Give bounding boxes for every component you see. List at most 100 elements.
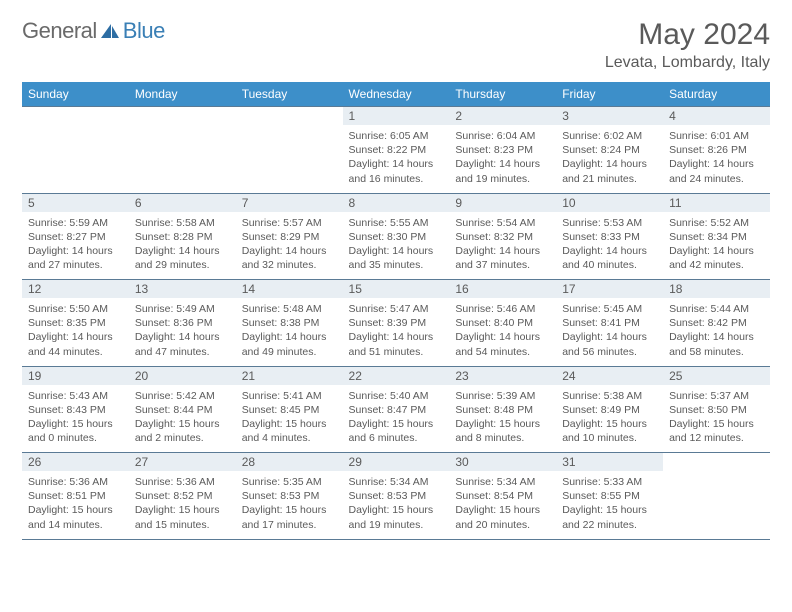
sunset-text: Sunset: 8:22 PM	[349, 143, 444, 157]
day-number-cell: 20	[129, 366, 236, 385]
day-number-row: 262728293031	[22, 453, 770, 472]
daylight-text: Daylight: 15 hours and 0 minutes.	[28, 417, 123, 445]
day-content-cell: Sunrise: 5:46 AMSunset: 8:40 PMDaylight:…	[449, 298, 556, 366]
day-number-cell: 21	[236, 366, 343, 385]
sunrise-text: Sunrise: 5:58 AM	[135, 216, 230, 230]
day-number-cell	[236, 107, 343, 126]
sunset-text: Sunset: 8:30 PM	[349, 230, 444, 244]
day-number-row: 567891011	[22, 193, 770, 212]
day-number-cell: 11	[663, 193, 770, 212]
day-number-cell: 30	[449, 453, 556, 472]
daylight-text: Daylight: 14 hours and 56 minutes.	[562, 330, 657, 358]
logo: General Blue	[22, 18, 165, 44]
day-content-cell: Sunrise: 5:37 AMSunset: 8:50 PMDaylight:…	[663, 385, 770, 453]
sunset-text: Sunset: 8:39 PM	[349, 316, 444, 330]
day-header: Saturday	[663, 82, 770, 107]
daylight-text: Daylight: 14 hours and 42 minutes.	[669, 244, 764, 272]
day-content-cell: Sunrise: 5:53 AMSunset: 8:33 PMDaylight:…	[556, 212, 663, 280]
sunset-text: Sunset: 8:40 PM	[455, 316, 550, 330]
daylight-text: Daylight: 14 hours and 49 minutes.	[242, 330, 337, 358]
day-number-cell	[663, 453, 770, 472]
day-content-cell: Sunrise: 5:59 AMSunset: 8:27 PMDaylight:…	[22, 212, 129, 280]
day-content-cell: Sunrise: 5:33 AMSunset: 8:55 PMDaylight:…	[556, 471, 663, 539]
daylight-text: Daylight: 15 hours and 6 minutes.	[349, 417, 444, 445]
sunrise-text: Sunrise: 5:38 AM	[562, 389, 657, 403]
daylight-text: Daylight: 14 hours and 54 minutes.	[455, 330, 550, 358]
day-header: Tuesday	[236, 82, 343, 107]
sunset-text: Sunset: 8:47 PM	[349, 403, 444, 417]
sunrise-text: Sunrise: 5:48 AM	[242, 302, 337, 316]
day-number-cell: 31	[556, 453, 663, 472]
logo-text-blue: Blue	[123, 18, 165, 44]
sunrise-text: Sunrise: 5:52 AM	[669, 216, 764, 230]
daylight-text: Daylight: 14 hours and 21 minutes.	[562, 157, 657, 185]
sunrise-text: Sunrise: 6:05 AM	[349, 129, 444, 143]
day-number-cell: 17	[556, 280, 663, 299]
sunset-text: Sunset: 8:50 PM	[669, 403, 764, 417]
sunrise-text: Sunrise: 5:34 AM	[455, 475, 550, 489]
sunset-text: Sunset: 8:34 PM	[669, 230, 764, 244]
sunset-text: Sunset: 8:48 PM	[455, 403, 550, 417]
day-number-cell: 2	[449, 107, 556, 126]
day-content-row: Sunrise: 5:43 AMSunset: 8:43 PMDaylight:…	[22, 385, 770, 453]
day-content-cell: Sunrise: 6:01 AMSunset: 8:26 PMDaylight:…	[663, 125, 770, 193]
day-number-row: 19202122232425	[22, 366, 770, 385]
day-header-row: SundayMondayTuesdayWednesdayThursdayFrid…	[22, 82, 770, 107]
day-header: Sunday	[22, 82, 129, 107]
daylight-text: Daylight: 15 hours and 12 minutes.	[669, 417, 764, 445]
daylight-text: Daylight: 14 hours and 35 minutes.	[349, 244, 444, 272]
sunrise-text: Sunrise: 5:44 AM	[669, 302, 764, 316]
sunrise-text: Sunrise: 5:47 AM	[349, 302, 444, 316]
sunrise-text: Sunrise: 6:01 AM	[669, 129, 764, 143]
day-number-cell: 13	[129, 280, 236, 299]
sunset-text: Sunset: 8:28 PM	[135, 230, 230, 244]
day-content-cell: Sunrise: 5:41 AMSunset: 8:45 PMDaylight:…	[236, 385, 343, 453]
sunset-text: Sunset: 8:23 PM	[455, 143, 550, 157]
daylight-text: Daylight: 14 hours and 44 minutes.	[28, 330, 123, 358]
daylight-text: Daylight: 14 hours and 24 minutes.	[669, 157, 764, 185]
day-content-row: Sunrise: 6:05 AMSunset: 8:22 PM Daylight:…	[22, 125, 770, 193]
day-header: Friday	[556, 82, 663, 107]
daylight-text: Daylight: 14 hours and 29 minutes.	[135, 244, 230, 272]
day-content-cell: Sunrise: 5:50 AMSunset: 8:35 PMDaylight:…	[22, 298, 129, 366]
daylight-text: Daylight: 15 hours and 17 minutes.	[242, 503, 337, 531]
daylight-text: Daylight: 14 hours and 58 minutes.	[669, 330, 764, 358]
sunset-text: Sunset: 8:38 PM	[242, 316, 337, 330]
day-number-cell: 18	[663, 280, 770, 299]
day-content-cell: Sunrise: 5:48 AMSunset: 8:38 PMDaylight:…	[236, 298, 343, 366]
day-number-row: 1234	[22, 107, 770, 126]
day-number-cell: 9	[449, 193, 556, 212]
sunset-text: Sunset: 8:51 PM	[28, 489, 123, 503]
sunset-text: Sunset: 8:33 PM	[562, 230, 657, 244]
sunset-text: Sunset: 8:42 PM	[669, 316, 764, 330]
sunrise-text: Sunrise: 5:59 AM	[28, 216, 123, 230]
sunset-text: Sunset: 8:32 PM	[455, 230, 550, 244]
sunrise-text: Sunrise: 5:41 AM	[242, 389, 337, 403]
daylight-text: Daylight: 15 hours and 4 minutes.	[242, 417, 337, 445]
sunset-text: Sunset: 8:52 PM	[135, 489, 230, 503]
sunset-text: Sunset: 8:27 PM	[28, 230, 123, 244]
day-header: Monday	[129, 82, 236, 107]
calendar-table: SundayMondayTuesdayWednesdayThursdayFrid…	[22, 82, 770, 540]
sunrise-text: Sunrise: 5:53 AM	[562, 216, 657, 230]
sunrise-text: Sunrise: 5:33 AM	[562, 475, 657, 489]
day-content-cell: Sunrise: 5:43 AMSunset: 8:43 PMDaylight:…	[22, 385, 129, 453]
sunrise-text: Sunrise: 5:57 AM	[242, 216, 337, 230]
daylight-text: Daylight: 15 hours and 22 minutes.	[562, 503, 657, 531]
sunrise-text: Sunrise: 5:35 AM	[242, 475, 337, 489]
day-content-cell	[22, 125, 129, 193]
day-content-cell: Sunrise: 5:57 AMSunset: 8:29 PMDaylight:…	[236, 212, 343, 280]
day-content-cell: Sunrise: 6:05 AMSunset: 8:22 PMDaylight:…	[343, 125, 450, 193]
day-number-cell	[129, 107, 236, 126]
location: Levata, Lombardy, Italy	[605, 54, 770, 72]
sunset-text: Sunset: 8:55 PM	[562, 489, 657, 503]
day-number-cell: 28	[236, 453, 343, 472]
day-number-cell: 23	[449, 366, 556, 385]
day-content-cell: Sunrise: 6:04 AMSunset: 8:23 PMDaylight:…	[449, 125, 556, 193]
sunrise-text: Sunrise: 5:42 AM	[135, 389, 230, 403]
sunset-text: Sunset: 8:45 PM	[242, 403, 337, 417]
day-content-cell	[236, 125, 343, 193]
daylight-text: Daylight: 14 hours and 40 minutes.	[562, 244, 657, 272]
sunset-text: Sunset: 8:49 PM	[562, 403, 657, 417]
daylight-text: Daylight: 14 hours and 32 minutes.	[242, 244, 337, 272]
